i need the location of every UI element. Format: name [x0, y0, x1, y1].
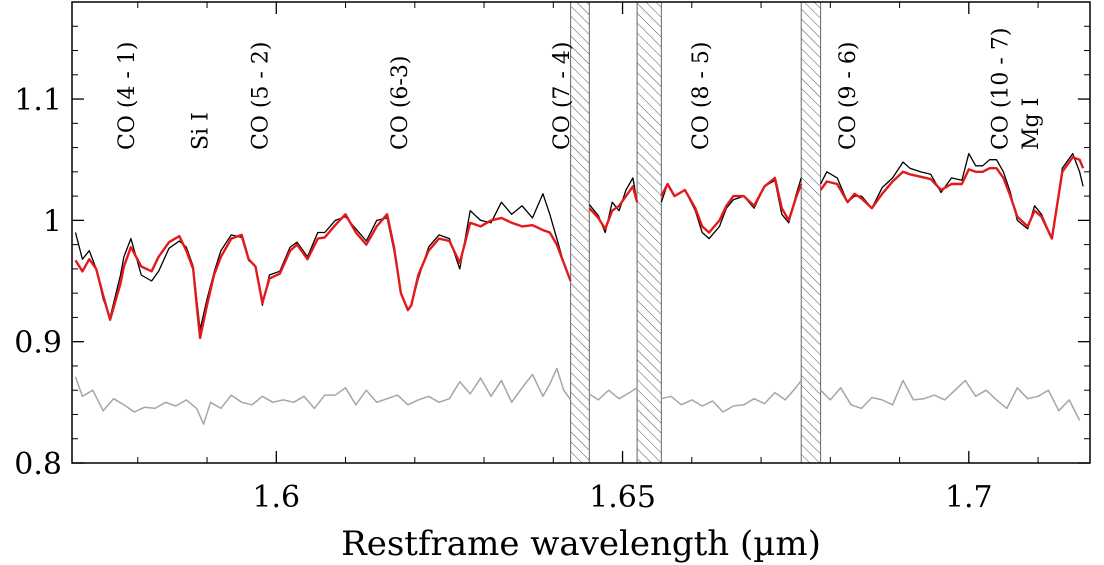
observed-spectrum-line — [588, 177, 638, 234]
residual-spectrum-line — [588, 387, 638, 401]
x-axis-title: Restframe wavelength (µm) — [341, 524, 821, 564]
series-layer — [74, 152, 1085, 425]
y-tick-label: 1.1 — [14, 83, 62, 118]
residual-spectrum-line — [74, 367, 572, 425]
masked-region — [800, 1, 822, 464]
spectral-line-label: CO (8 - 5) — [689, 42, 714, 150]
spectral-line-label: CO (7 - 4) — [550, 42, 575, 150]
observed-spectrum-line — [74, 193, 572, 331]
x-tick-label: 1.65 — [589, 480, 656, 515]
spectral-line-label: CO (4 - 1) — [115, 42, 140, 150]
spectral-line-label: CO (10 - 7) — [988, 28, 1013, 150]
residual-spectrum-line — [820, 379, 1081, 421]
model-spectrum-line — [819, 156, 1085, 240]
axis-ticks: 1.6 1.65 1.7 0.8 0.9 1 1.1 — [14, 1, 1090, 515]
masked-region — [636, 1, 662, 464]
spectral-line-label: CO (9 - 6) — [836, 42, 861, 150]
y-tick-label: 0.8 — [14, 447, 62, 482]
spectral-line-label: CO (5 - 2) — [249, 42, 274, 150]
y-tick-label: 0.9 — [14, 326, 62, 361]
observed-spectrum-line — [660, 177, 802, 240]
observed-spectrum-line — [820, 152, 1084, 240]
plot-frame — [71, 1, 1091, 464]
x-tick-label: 1.6 — [252, 480, 300, 515]
model-spectrum-line — [74, 213, 572, 340]
y-tick-label: 1 — [43, 204, 62, 239]
line-labels: CO (4 - 1) Si I CO (5 - 2) CO (6-3) CO (7 - … — [115, 28, 1044, 150]
model-spectrum-line — [588, 185, 639, 231]
x-tick-label: 1.7 — [945, 480, 993, 515]
spectral-line-label: Mg I — [1019, 98, 1044, 150]
residual-spectrum-line — [661, 380, 802, 413]
spectral-line-label: CO (6-3) — [388, 56, 413, 150]
masked-regions — [570, 1, 822, 464]
model-spectrum-line — [660, 176, 803, 234]
spectral-line-label: Si I — [188, 112, 213, 150]
